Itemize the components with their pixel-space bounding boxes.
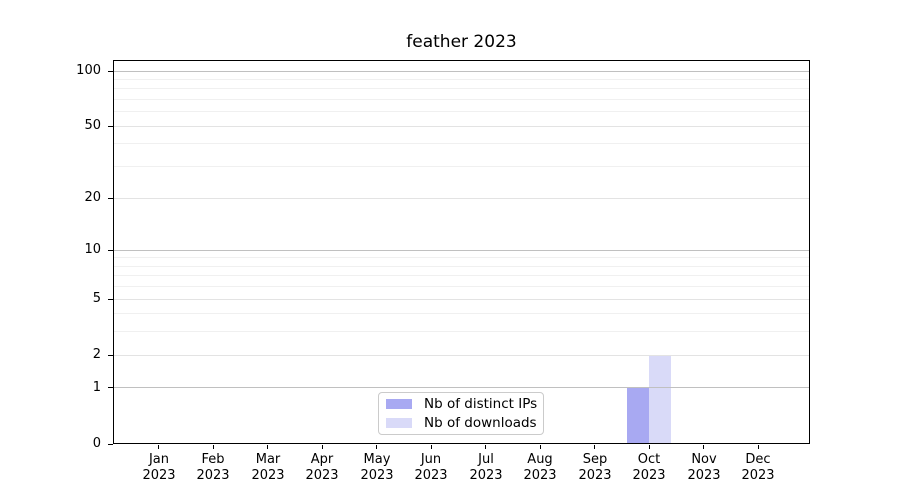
x-tick-label: Nov 2023 <box>687 452 721 483</box>
y-tick <box>108 126 113 127</box>
x-tick-label: Feb 2023 <box>196 452 230 483</box>
x-tick-label: Sep 2023 <box>578 452 612 483</box>
gridline-minor <box>114 143 809 144</box>
x-tick <box>485 445 486 449</box>
legend-item: Nb of downloads <box>386 415 543 431</box>
x-tick <box>213 445 214 449</box>
y-tick <box>108 71 113 72</box>
x-tick <box>267 445 268 449</box>
y-tick <box>108 198 113 199</box>
gridline-minor <box>114 88 809 89</box>
y-tick <box>108 250 113 251</box>
gridline-minor <box>114 111 809 112</box>
x-tick-label: Jul 2023 <box>469 452 503 483</box>
x-tick-label: Mar 2023 <box>251 452 285 483</box>
y-tick <box>108 387 113 388</box>
x-tick <box>376 445 377 449</box>
legend-label: Nb of downloads <box>424 415 537 431</box>
bar-nb-of-distinct-ips <box>627 388 649 444</box>
x-tick <box>594 445 595 449</box>
chart-title: feather 2023 <box>406 32 517 52</box>
gridline-minor <box>114 313 809 314</box>
x-tick <box>703 445 704 449</box>
y-tick-label: 50 <box>84 118 101 133</box>
x-tick-label: Jan 2023 <box>142 452 176 483</box>
y-tick <box>108 355 113 356</box>
y-tick-label: 100 <box>76 63 101 78</box>
y-tick <box>108 444 113 445</box>
gridline-minor <box>114 257 809 258</box>
x-tick <box>322 445 323 449</box>
gridline-minor <box>114 166 809 167</box>
y-tick-label: 2 <box>92 347 101 362</box>
gridline-major <box>114 71 809 72</box>
x-tick-label: Oct 2023 <box>632 452 666 483</box>
gridline-major <box>114 387 809 388</box>
gridline-sub <box>114 198 809 199</box>
x-tick <box>540 445 541 449</box>
gridline-minor <box>114 286 809 287</box>
y-tick-label: 10 <box>84 242 101 257</box>
gridline-minor <box>114 266 809 267</box>
x-tick-label: Aug 2023 <box>523 452 557 483</box>
x-tick-label: Jun 2023 <box>414 452 448 483</box>
x-tick-label: May 2023 <box>360 452 394 483</box>
gridline-major <box>114 250 809 251</box>
x-tick <box>649 445 650 449</box>
x-tick-label: Apr 2023 <box>305 452 339 483</box>
gridline-minor <box>114 275 809 276</box>
gridline-sub <box>114 299 809 300</box>
gridline-minor <box>114 331 809 332</box>
legend-item: Nb of distinct IPs <box>386 396 543 412</box>
y-tick-label: 5 <box>92 291 101 306</box>
x-tick <box>758 445 759 449</box>
legend-swatch <box>386 418 412 428</box>
gridline-minor <box>114 99 809 100</box>
y-tick-label: 1 <box>92 380 101 395</box>
y-tick <box>108 299 113 300</box>
gridline-sub <box>114 355 809 356</box>
bar-nb-of-downloads <box>649 355 671 444</box>
legend-swatch <box>386 399 412 409</box>
x-tick <box>431 445 432 449</box>
gridline-sub <box>114 126 809 127</box>
x-tick <box>158 445 159 449</box>
gridline-minor <box>114 79 809 80</box>
legend-label: Nb of distinct IPs <box>424 396 538 412</box>
y-tick-label: 20 <box>84 190 101 205</box>
y-tick-label: 0 <box>92 436 101 451</box>
x-tick-label: Dec 2023 <box>741 452 775 483</box>
legend: Nb of distinct IPs Nb of downloads <box>378 392 544 435</box>
plot-area <box>113 60 810 444</box>
